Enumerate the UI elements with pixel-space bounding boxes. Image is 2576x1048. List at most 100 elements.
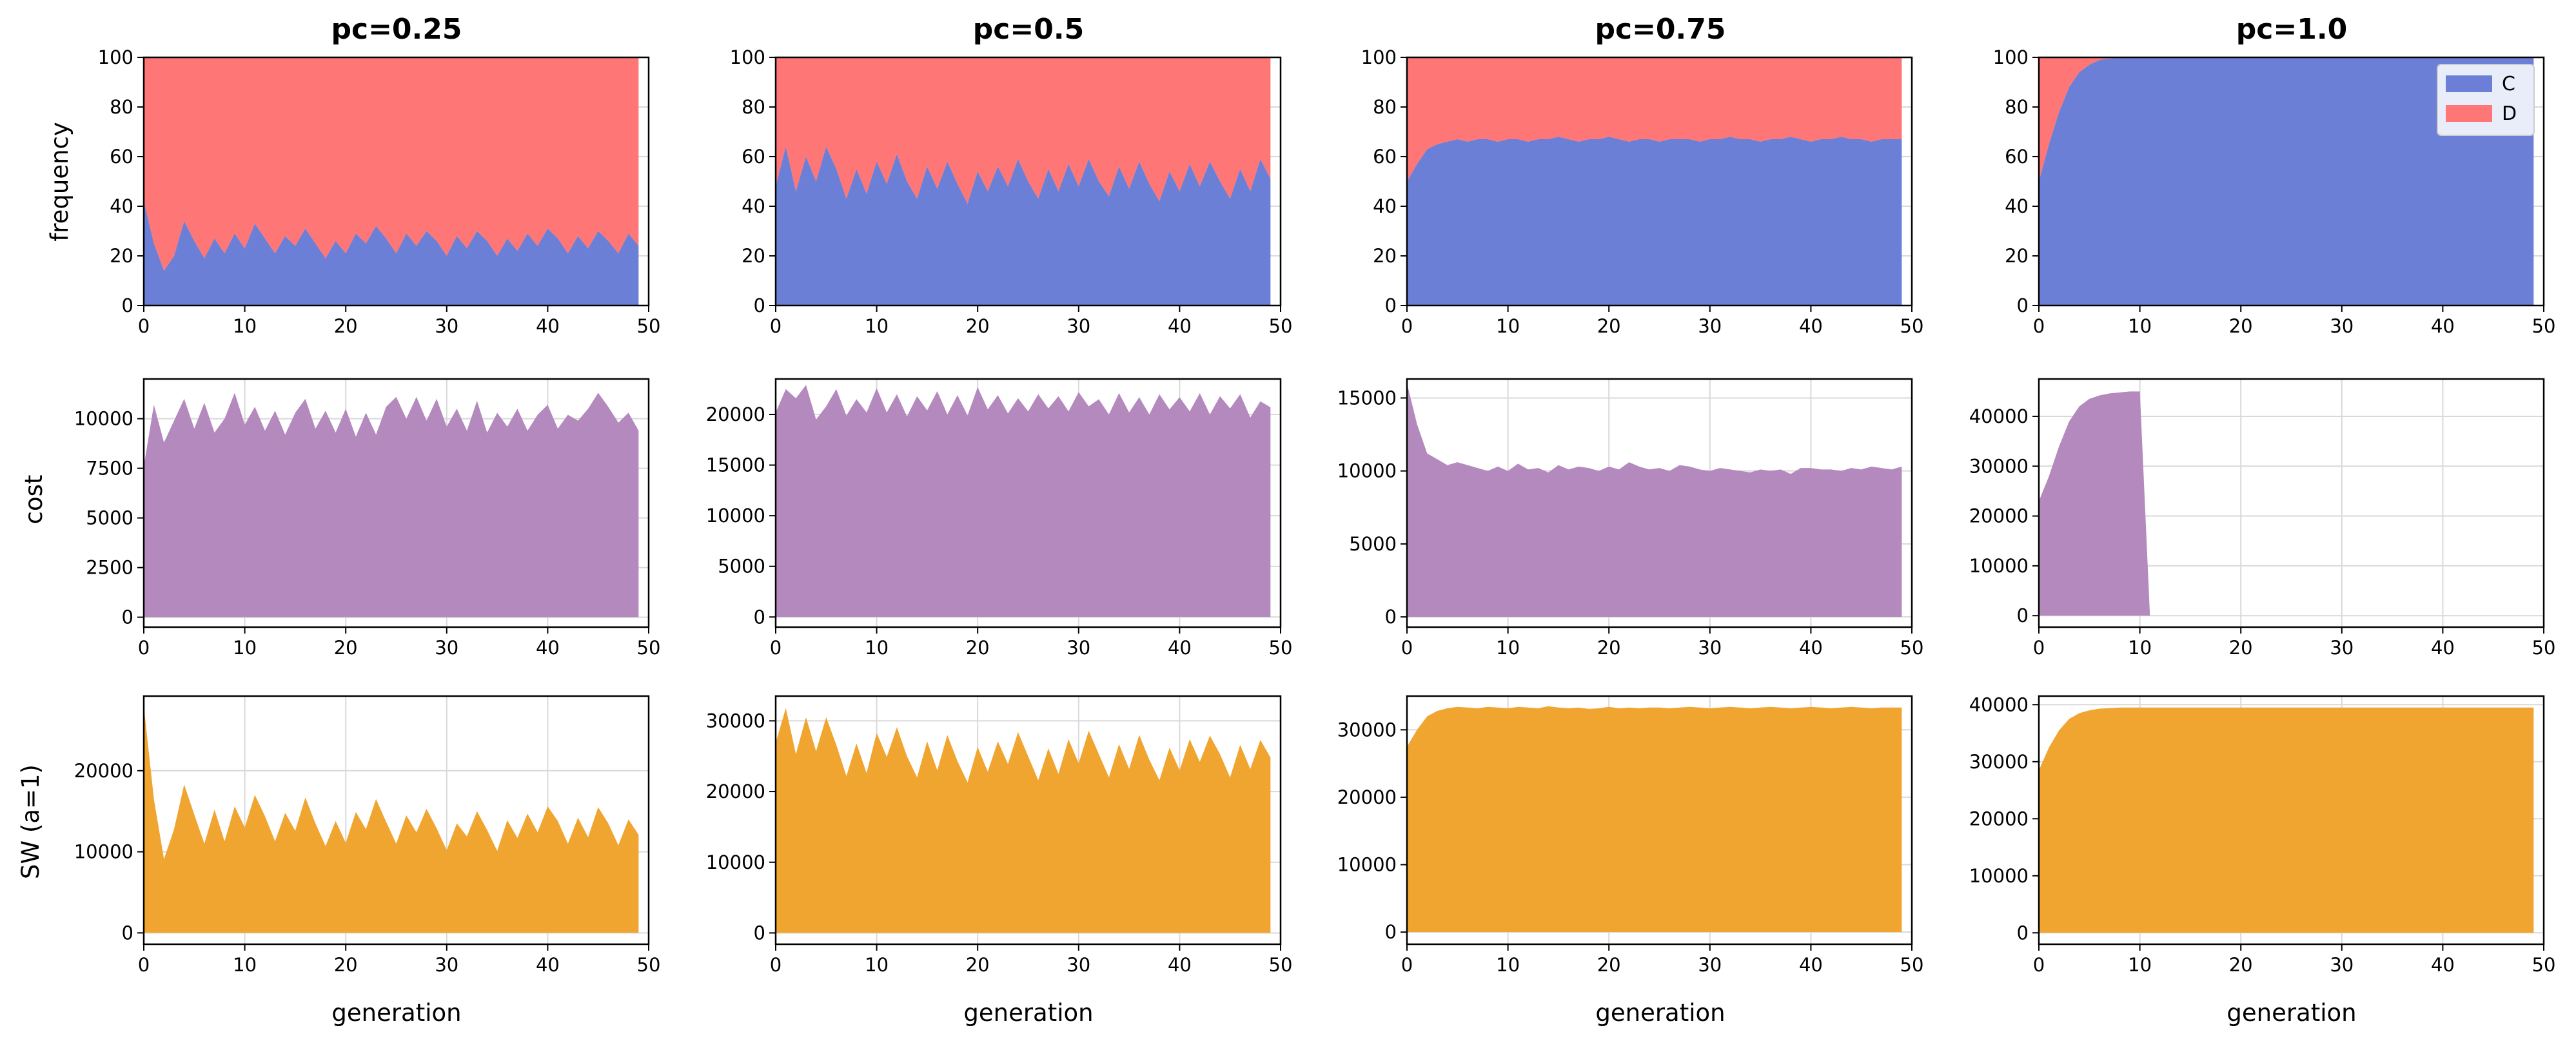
y-tick-label: 100	[1361, 46, 1397, 68]
legend-box	[2437, 64, 2535, 136]
area-cooperate-C	[1407, 137, 1902, 306]
y-tick-label: 10000	[1969, 555, 2029, 577]
x-tick-label: 40	[2431, 315, 2455, 337]
x-tick-label: 20	[1597, 954, 1621, 976]
x-tick-label: 20	[2229, 954, 2253, 976]
x-tick-label: 10	[233, 637, 257, 659]
x-tick-label: 10	[2128, 315, 2152, 337]
panel-frequency-1: 0 10 20 30 40 50 0 20 40 60 80 100	[98, 46, 661, 337]
x-tick-label: 20	[334, 637, 358, 659]
area-defect-D	[776, 57, 1271, 204]
y-tick-label: 0	[1385, 921, 1397, 943]
y-tick-label: 100	[98, 46, 133, 68]
y-tick-label: 15000	[1337, 387, 1397, 409]
x-tick-label: 50	[1269, 637, 1293, 659]
x-tick-label: 40	[536, 315, 560, 337]
x-tick-label: 10	[1496, 315, 1520, 337]
y-tick-label: 0	[1385, 606, 1397, 628]
y-tick-label: 0	[122, 922, 133, 944]
x-tick-label: 20	[966, 315, 990, 337]
col-title-pc-0.75: pc=0.75	[1595, 13, 1726, 46]
y-tick-label: 20	[2005, 245, 2029, 267]
axes-frame	[774, 695, 1282, 946]
y-tick-label: 2500	[86, 557, 133, 579]
y-tick-label: 60	[110, 146, 133, 168]
x-tick-label: 30	[435, 315, 458, 337]
x-label-col-2: generation	[963, 999, 1093, 1027]
x-tick-label: 30	[1698, 637, 1722, 659]
y-tick-label: 5000	[718, 556, 765, 577]
area-cooperate-C	[776, 146, 1271, 306]
x-tick-label: 10	[2128, 637, 2152, 659]
x-tick-label: 20	[2229, 637, 2253, 659]
y-tick-label: 20000	[1337, 786, 1397, 808]
y-tick-label: 0	[122, 606, 133, 628]
column-titles: pc=0.25 pc=0.5 pc=0.75 pc=1.0	[331, 13, 2347, 46]
y-tick-label: 40	[742, 195, 765, 217]
y-tick-label: 15000	[706, 454, 765, 476]
x-tick-label: 30	[2330, 954, 2354, 976]
y-tick-label: 40000	[1969, 405, 2029, 427]
axes-frame	[143, 378, 650, 628]
y-tick-label: 20000	[1969, 505, 2029, 527]
y-tick-label: 80	[742, 96, 765, 118]
x-tick-label: 0	[138, 315, 150, 337]
y-tick-label: 10000	[706, 505, 765, 527]
panel-cost-1: 0 10 20 30 40 50 0 2500 5000 7500 10000	[74, 378, 660, 659]
y-tick-label: 5000	[1349, 533, 1397, 555]
y-tick-label: 0	[754, 922, 765, 944]
col-title-pc-1.0: pc=1.0	[2236, 13, 2347, 46]
area-defect-D	[144, 57, 639, 271]
x-tick-label: 10	[233, 954, 257, 976]
y-tick-label: 80	[1373, 96, 1397, 118]
y-tick-label: 60	[742, 146, 765, 168]
x-tick-label: 20	[1597, 315, 1621, 337]
y-tick-label: 20	[1373, 245, 1397, 267]
y-tick-label: 10000	[706, 851, 765, 873]
panel-frequency-4: 0 10 20 30 40 50 0 20 40 60 80 100	[1993, 46, 2556, 337]
row-label-frequency: frequency	[46, 122, 74, 242]
x-tick-label: 10	[233, 315, 257, 337]
y-tick-label: 0	[2017, 295, 2029, 316]
x-tick-label: 0	[2033, 637, 2045, 659]
x-tick-label: 40	[536, 637, 560, 659]
legend-label-c: C	[2502, 73, 2515, 95]
panel-SW-2: 0 10 20 30 40 50 0 10000 20000 30000	[706, 695, 1292, 976]
y-tick-label: 40	[2005, 195, 2029, 217]
area-cost	[776, 385, 1271, 617]
axes-frame	[143, 695, 650, 946]
x-tick-label: 40	[1168, 954, 1192, 976]
y-tick-label: 5000	[86, 507, 133, 529]
y-tick-label: 10000	[74, 841, 133, 863]
y-tick-label: 20000	[1969, 808, 2029, 830]
x-tick-label: 30	[2330, 315, 2354, 337]
x-labels: generation generation generation generat…	[331, 999, 2356, 1027]
x-tick-label: 50	[1900, 954, 1924, 976]
x-tick-label: 40	[2431, 637, 2455, 659]
y-tick-label: 10000	[74, 408, 133, 430]
legend-swatch-d	[2446, 105, 2492, 122]
x-tick-label: 10	[1496, 637, 1520, 659]
axes-frame	[774, 378, 1282, 628]
y-tick-label: 0	[754, 606, 765, 628]
x-tick-label: 10	[2128, 954, 2152, 976]
x-tick-label: 30	[435, 954, 458, 976]
axes-frame	[143, 56, 650, 307]
x-tick-label: 20	[966, 954, 990, 976]
area-SW	[2039, 707, 2534, 933]
x-tick-label: 20	[966, 637, 990, 659]
axes-frame	[1406, 378, 1913, 628]
x-tick-label: 30	[2330, 637, 2354, 659]
y-tick-label: 60	[2005, 146, 2029, 168]
panel-SW-4: 0 10 20 30 40 50 0 10000 20000 30000 40000	[1969, 694, 2556, 976]
axes-frame	[2038, 695, 2545, 946]
axes-frame	[1406, 56, 1913, 307]
y-tick-label: 10000	[1337, 460, 1397, 482]
y-tick-label: 10000	[1337, 854, 1397, 876]
x-tick-label: 40	[536, 954, 560, 976]
x-tick-label: 0	[138, 637, 150, 659]
x-tick-label: 0	[138, 954, 150, 976]
x-tick-label: 30	[435, 637, 458, 659]
x-tick-label: 20	[334, 954, 358, 976]
